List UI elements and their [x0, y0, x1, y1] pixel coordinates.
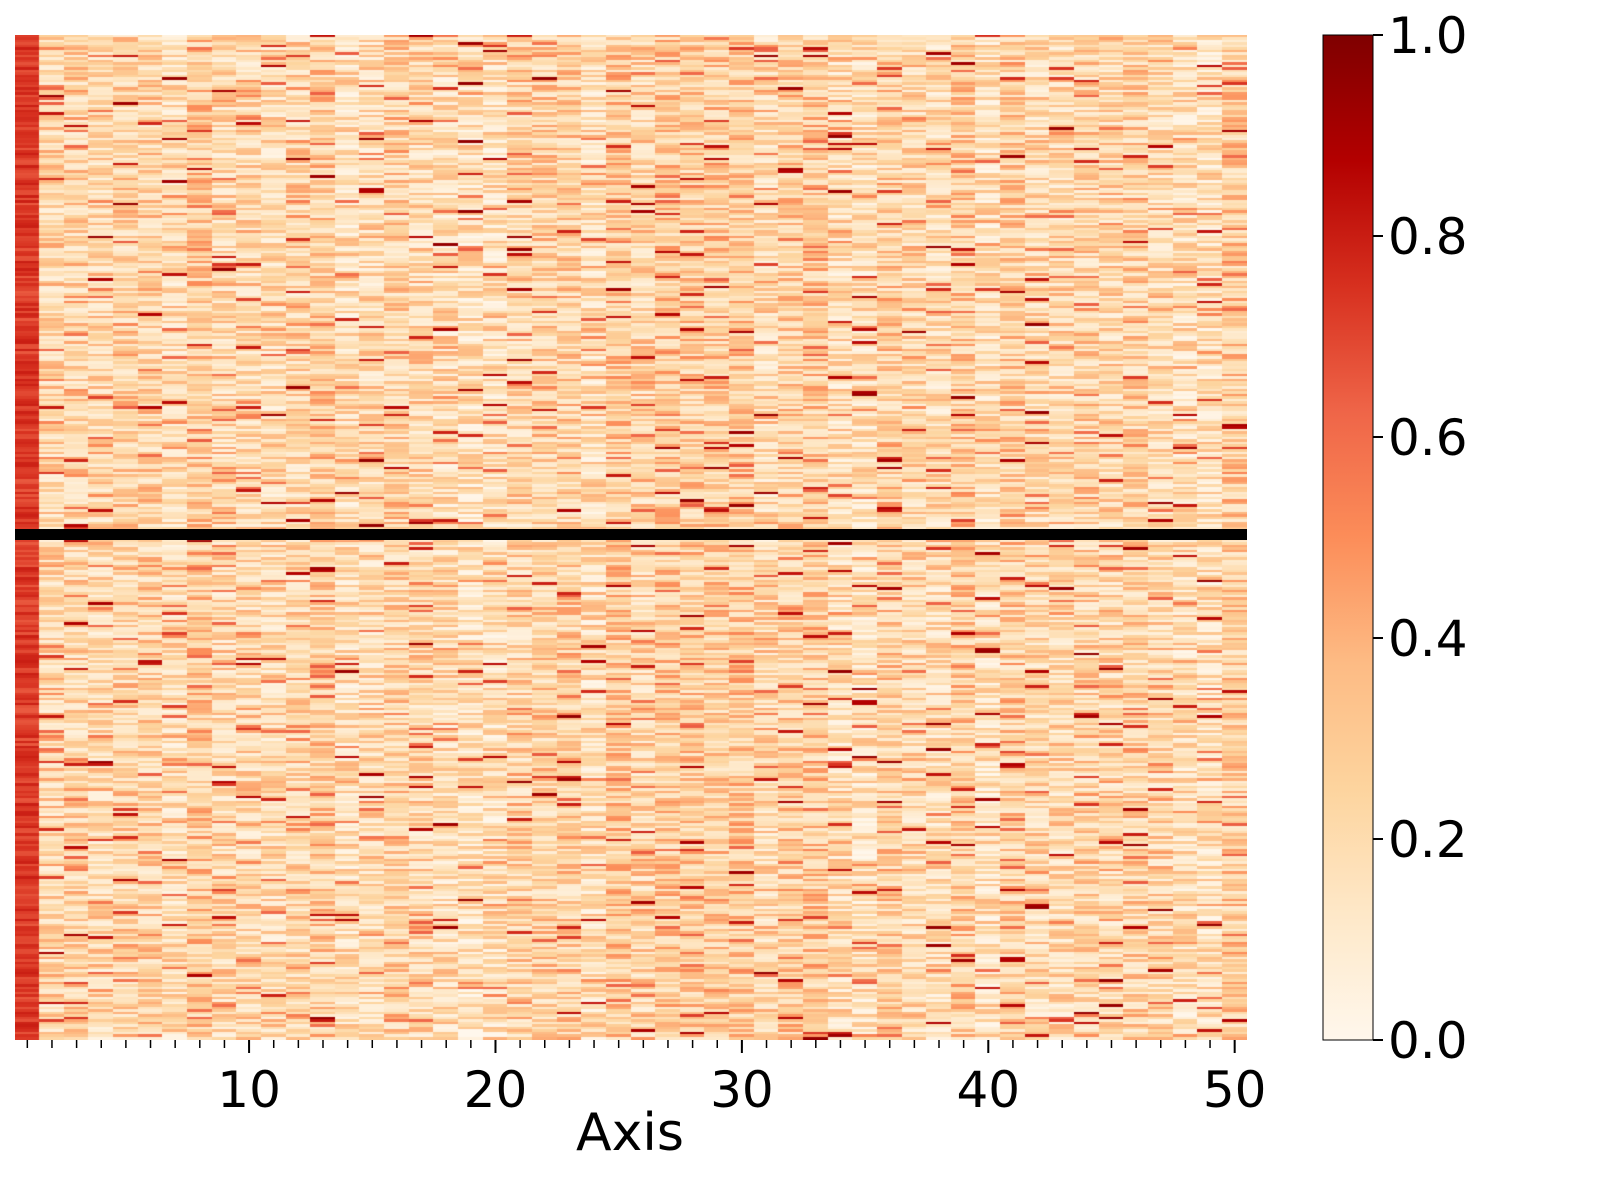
colorbar-tick-label: 0.2: [1388, 811, 1468, 869]
colorbar-tick-label: 1.0: [1388, 7, 1468, 65]
colorbar-gradient: [1322, 34, 1374, 1041]
colorbar: 0.0 0.2 0.4 0.6 0.8 1.0: [1322, 7, 1468, 1070]
x-axis: 10 20 30 40 50: [26, 1040, 1267, 1119]
colorbar-tick-label: 0.8: [1388, 208, 1468, 266]
x-tick-label: 40: [956, 1061, 1020, 1119]
x-tick-label: 20: [464, 1061, 528, 1119]
x-axis-label: Axis: [576, 1103, 684, 1163]
colorbar-tick-label: 0.0: [1388, 1012, 1468, 1070]
colorbar-tick-label: 0.4: [1388, 610, 1468, 668]
colorbar-tick-label: 0.6: [1388, 409, 1468, 467]
x-tick-label: 50: [1203, 1061, 1267, 1119]
x-tick-label: 10: [217, 1061, 281, 1119]
x-tick-label: 30: [710, 1061, 774, 1119]
